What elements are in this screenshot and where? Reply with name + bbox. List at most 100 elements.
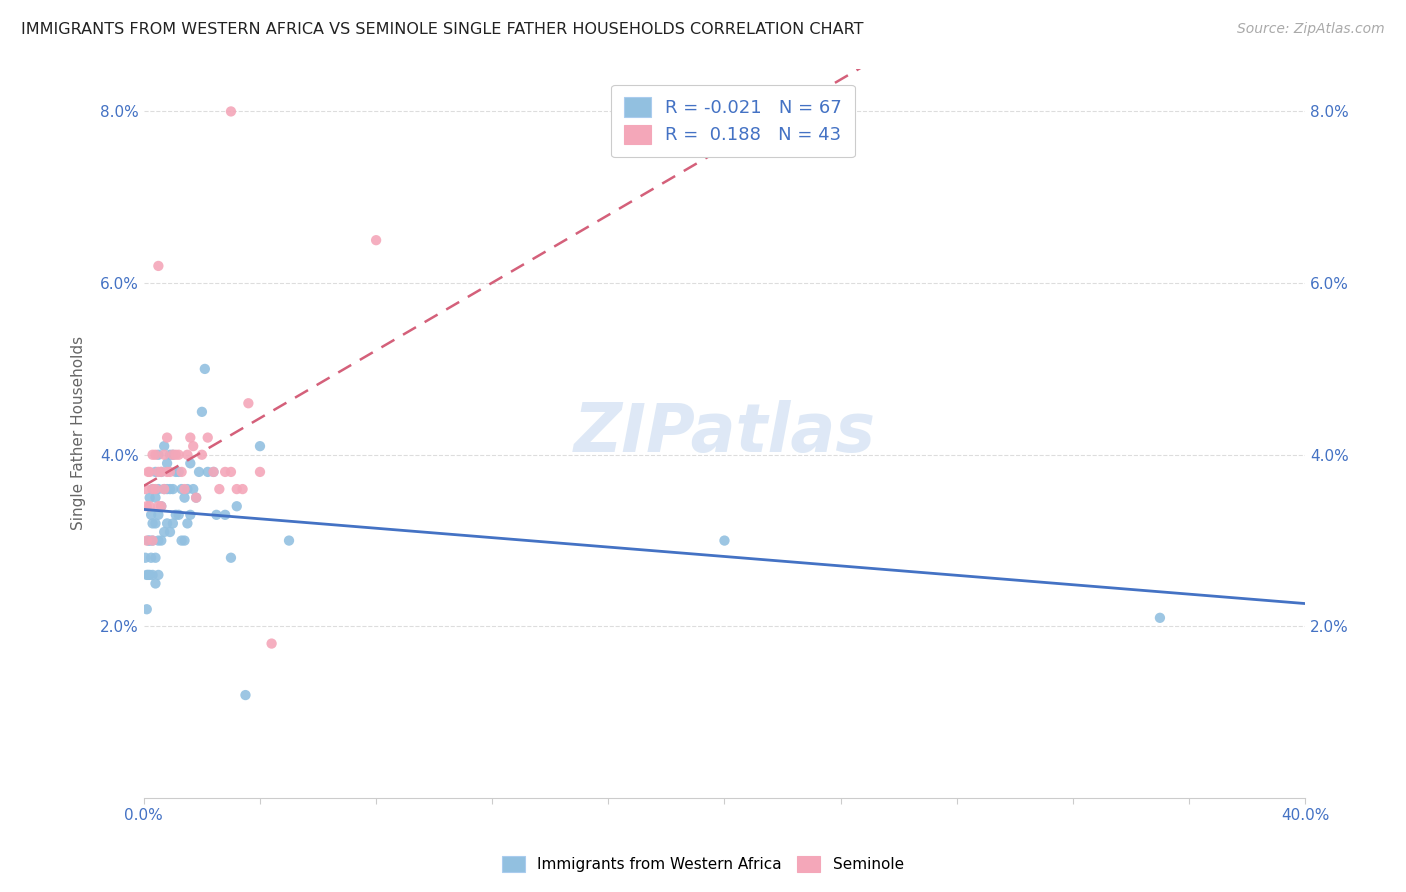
Point — [366, 233, 388, 247]
Point — [176, 516, 198, 531]
Point — [145, 516, 167, 531]
Point — [191, 448, 214, 462]
Point — [150, 465, 173, 479]
Point — [184, 491, 207, 505]
Point — [150, 500, 173, 514]
Point — [148, 568, 170, 582]
Point — [145, 550, 167, 565]
Point — [134, 550, 156, 565]
Point — [142, 516, 165, 531]
Point — [142, 568, 165, 582]
Point — [148, 465, 170, 479]
Point — [156, 516, 179, 531]
Point — [194, 362, 217, 376]
Text: Source: ZipAtlas.com: Source: ZipAtlas.com — [1237, 22, 1385, 37]
Point — [138, 500, 160, 514]
Point — [173, 491, 195, 505]
Point — [134, 482, 156, 496]
Point — [142, 533, 165, 548]
Point — [136, 465, 159, 479]
Point — [184, 491, 207, 505]
Point — [150, 500, 173, 514]
Point — [150, 465, 173, 479]
Text: IMMIGRANTS FROM WESTERN AFRICA VS SEMINOLE SINGLE FATHER HOUSEHOLDS CORRELATION : IMMIGRANTS FROM WESTERN AFRICA VS SEMINO… — [21, 22, 863, 37]
Point — [181, 439, 204, 453]
Point — [139, 550, 162, 565]
Point — [170, 533, 193, 548]
Point — [136, 568, 159, 582]
Point — [170, 482, 193, 496]
Point — [138, 568, 160, 582]
Point — [165, 508, 187, 522]
Point — [138, 491, 160, 505]
Point — [150, 533, 173, 548]
Point — [232, 482, 254, 496]
Point — [156, 482, 179, 496]
Point — [148, 482, 170, 496]
Point — [139, 508, 162, 522]
Y-axis label: Single Father Households: Single Father Households — [72, 336, 86, 531]
Point — [145, 448, 167, 462]
Point — [159, 448, 181, 462]
Point — [148, 448, 170, 462]
Point — [173, 482, 195, 496]
Point — [148, 500, 170, 514]
Point — [162, 482, 184, 496]
Point — [179, 431, 201, 445]
Point — [167, 465, 190, 479]
Point — [176, 482, 198, 496]
Point — [153, 448, 176, 462]
Legend: Immigrants from Western Africa, Seminole: Immigrants from Western Africa, Seminole — [495, 848, 911, 880]
Point — [191, 405, 214, 419]
Point — [145, 491, 167, 505]
Point — [1149, 611, 1171, 625]
Point — [260, 636, 283, 650]
Point — [156, 456, 179, 470]
Point — [197, 431, 219, 445]
Point — [202, 465, 225, 479]
Point — [156, 431, 179, 445]
Point — [202, 465, 225, 479]
Point — [148, 508, 170, 522]
Point — [135, 500, 157, 514]
Point — [225, 500, 247, 514]
Point — [145, 482, 167, 496]
Point — [153, 439, 176, 453]
Point — [225, 482, 247, 496]
Point — [249, 465, 271, 479]
Point — [162, 448, 184, 462]
Point — [135, 602, 157, 616]
Point — [219, 465, 242, 479]
Point — [159, 465, 181, 479]
Point — [176, 448, 198, 462]
Point — [142, 482, 165, 496]
Point — [214, 465, 236, 479]
Point — [214, 508, 236, 522]
Point — [162, 516, 184, 531]
Point — [219, 550, 242, 565]
Point — [142, 482, 165, 496]
Point — [145, 576, 167, 591]
Point — [165, 465, 187, 479]
Point — [142, 448, 165, 462]
Point — [235, 688, 257, 702]
Point — [249, 439, 271, 453]
Text: ZIPatlas: ZIPatlas — [574, 401, 876, 467]
Point — [208, 482, 231, 496]
Point — [179, 456, 201, 470]
Point — [148, 259, 170, 273]
Point — [197, 465, 219, 479]
Point — [179, 508, 201, 522]
Point — [148, 533, 170, 548]
Point — [135, 533, 157, 548]
Point — [170, 465, 193, 479]
Point — [167, 508, 190, 522]
Point — [205, 508, 228, 522]
Point — [713, 533, 735, 548]
Legend: R = -0.021   N = 67, R =  0.188   N = 43: R = -0.021 N = 67, R = 0.188 N = 43 — [612, 85, 855, 157]
Point — [173, 533, 195, 548]
Point — [142, 533, 165, 548]
Point — [153, 524, 176, 539]
Point — [219, 104, 242, 119]
Point — [153, 482, 176, 496]
